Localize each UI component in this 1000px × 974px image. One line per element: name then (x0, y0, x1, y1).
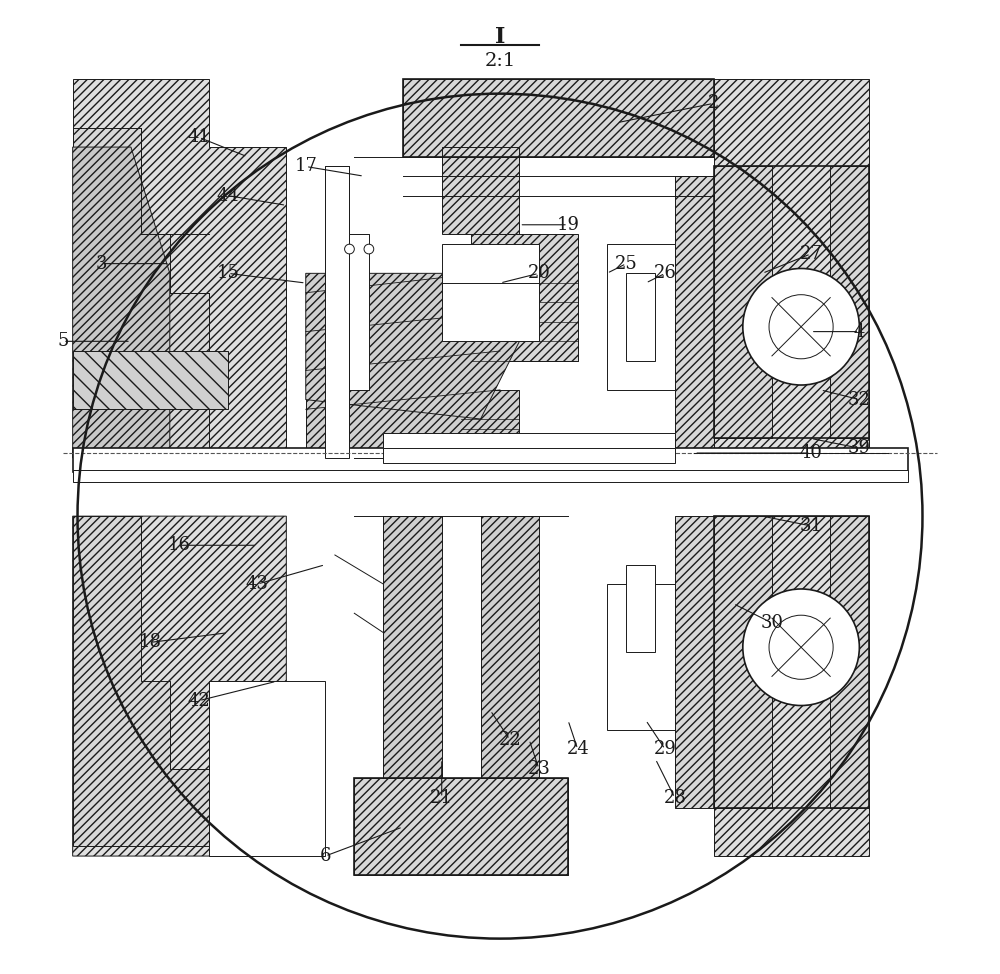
Bar (442, 283, 539, 341)
Bar (73, 470, 908, 482)
Text: 6: 6 (319, 847, 331, 865)
Text: 31: 31 (799, 517, 822, 535)
Text: 30: 30 (760, 614, 783, 632)
Text: 4: 4 (854, 322, 865, 341)
Polygon shape (675, 516, 714, 807)
Polygon shape (830, 516, 869, 807)
Text: 43: 43 (246, 575, 269, 593)
Text: 18: 18 (139, 633, 162, 652)
Text: 29: 29 (654, 740, 677, 758)
Bar (354, 778, 568, 876)
Text: 24: 24 (566, 740, 589, 758)
Polygon shape (471, 235, 578, 360)
Text: 3: 3 (96, 254, 108, 273)
Polygon shape (714, 516, 772, 807)
Text: 22: 22 (498, 730, 521, 748)
Polygon shape (830, 167, 869, 438)
Bar (607, 244, 675, 390)
Polygon shape (714, 79, 869, 458)
Polygon shape (209, 681, 238, 856)
Bar (714, 167, 869, 438)
Polygon shape (354, 778, 568, 876)
Text: 32: 32 (848, 391, 871, 408)
Circle shape (743, 589, 859, 705)
Bar (607, 584, 675, 730)
Text: 23: 23 (527, 760, 550, 777)
Text: 27: 27 (799, 244, 822, 263)
Text: 19: 19 (556, 216, 579, 234)
Polygon shape (383, 516, 442, 778)
Bar (403, 79, 714, 157)
Polygon shape (73, 79, 286, 458)
Text: 21: 21 (430, 789, 453, 806)
Bar (714, 516, 869, 807)
Text: 2:1: 2:1 (484, 52, 516, 70)
Text: 41: 41 (187, 129, 210, 146)
Bar (325, 167, 349, 458)
Bar (383, 432, 675, 450)
Text: 5: 5 (57, 332, 69, 351)
Polygon shape (306, 274, 519, 419)
Circle shape (364, 244, 374, 254)
Polygon shape (675, 176, 714, 458)
Polygon shape (442, 147, 519, 235)
Bar (349, 235, 369, 390)
Bar (442, 244, 539, 293)
Circle shape (743, 269, 859, 385)
Text: 25: 25 (615, 254, 638, 273)
Polygon shape (403, 79, 714, 157)
Polygon shape (73, 516, 209, 846)
Bar (73, 448, 908, 472)
Text: I: I (495, 25, 505, 48)
Text: 2: 2 (708, 94, 719, 112)
Polygon shape (73, 147, 170, 458)
Text: 44: 44 (217, 187, 239, 205)
Text: 28: 28 (663, 789, 686, 806)
Text: 20: 20 (527, 264, 550, 282)
Text: 15: 15 (217, 264, 239, 282)
Circle shape (345, 244, 354, 254)
Bar (209, 681, 325, 856)
Polygon shape (73, 351, 228, 409)
Polygon shape (306, 390, 519, 458)
Text: 42: 42 (188, 692, 210, 710)
Text: 16: 16 (168, 537, 191, 554)
Polygon shape (481, 516, 539, 778)
Polygon shape (714, 167, 772, 438)
Bar (383, 448, 675, 463)
Polygon shape (73, 516, 286, 856)
Polygon shape (325, 167, 349, 458)
Text: 17: 17 (294, 158, 317, 175)
Text: 39: 39 (848, 439, 871, 457)
Bar (626, 565, 655, 653)
Text: 40: 40 (799, 444, 822, 462)
Polygon shape (714, 516, 869, 856)
Text: 26: 26 (654, 264, 677, 282)
Polygon shape (73, 128, 209, 458)
Bar (626, 274, 655, 360)
